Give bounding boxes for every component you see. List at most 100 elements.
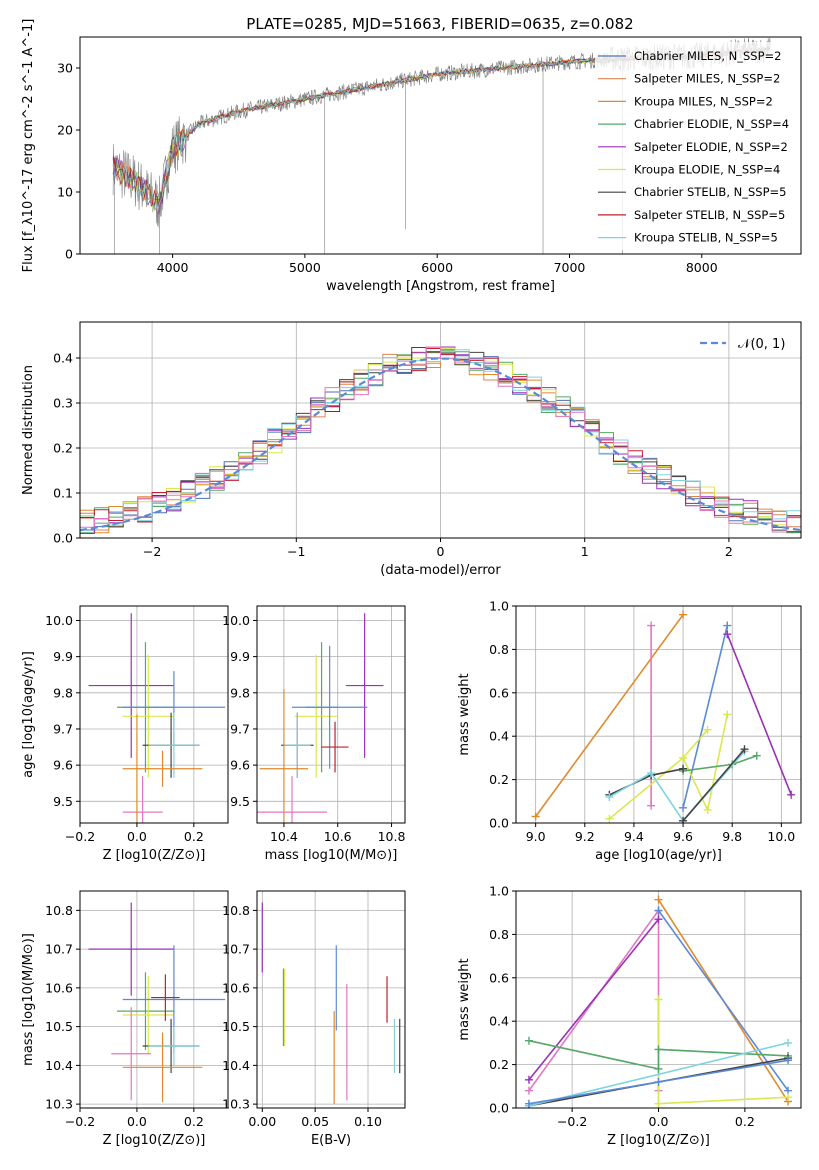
mass-weight-line: [682, 729, 709, 759]
x-tick-label: 6000: [421, 260, 453, 275]
error-bar-point: [88, 613, 174, 758]
plot-area: [88, 902, 226, 1103]
y-tick-label: 10.8: [45, 903, 73, 918]
x-tick-label: −0.2: [557, 1114, 587, 1129]
plot-area: [524, 895, 793, 1108]
mass-weight-line: [528, 1039, 789, 1070]
plus-marker: [679, 610, 688, 619]
y-tick-label: 10.8: [222, 903, 250, 918]
x-tick-label: 0.0: [127, 829, 147, 844]
error-bar-point: [122, 775, 163, 823]
y-tick-label: 0.2: [53, 441, 73, 456]
plus-marker: [647, 621, 656, 630]
y-tick-label: 0.2: [489, 1057, 509, 1072]
y-tick-label: 9.9: [230, 649, 250, 664]
legend-entry: 𝒩(0, 1): [738, 337, 785, 352]
x-tick-label: 4000: [157, 260, 189, 275]
y-axis-label: Flux [f_λ10^-17 erg cm^-2 s^-1 A^-1]: [21, 19, 36, 273]
y-tick-label: 9.7: [230, 721, 250, 736]
x-tick-label: 9.2: [575, 829, 595, 844]
y-tick-label: 0.4: [53, 351, 73, 366]
legend-entry: Kroupa STELIB, N_SSP=5: [634, 231, 778, 245]
plus-marker: [784, 1038, 793, 1047]
x-tick-label: 0.00: [248, 1114, 276, 1129]
axes-frame: [79, 605, 229, 824]
x-tick-label: 5000: [289, 260, 321, 275]
error-bar-point: [148, 1026, 200, 1066]
panel-weight_vs_age: 9.0 9.2 9.4 9.6 9.8 10.0 0.0 0.2 0.4 0.6 0.8 1.0 age…: [457, 599, 802, 863]
y-tick-label: 9.6: [53, 758, 73, 773]
axes-frame: [256, 890, 406, 1109]
plus-marker: [654, 895, 663, 904]
mass-weight-line: [726, 633, 792, 796]
y-tick-label: 0: [65, 247, 73, 262]
y-tick-label: 0.1: [53, 486, 73, 501]
y-tick-label: 10.4: [45, 1058, 73, 1073]
x-tick-label: 9.8: [722, 829, 742, 844]
axes-frame: [79, 36, 802, 255]
error-bar-point: [257, 775, 327, 823]
mass-weight-line: [528, 918, 660, 1081]
error-bar-point: [345, 613, 384, 758]
chart-title: PLATE=0285, MJD=51663, FIBERID=0635, z=0…: [246, 15, 633, 33]
y-tick-label: 10.0: [222, 613, 250, 628]
axes-frame: [79, 890, 229, 1109]
y-tick-label: 30: [57, 61, 73, 76]
error-bar-point: [111, 1007, 152, 1101]
plus-marker: [654, 915, 663, 924]
mass-weight-line: [657, 910, 789, 1092]
legend-entry: Kroupa MILES, N_SSP=2: [634, 94, 773, 108]
plus-marker: [703, 805, 712, 814]
y-tick-label: 10.5: [45, 1019, 73, 1034]
x-tick-label: 0.0: [649, 1114, 669, 1129]
mass-weight-line: [535, 614, 684, 817]
y-axis-label: Normed distribution: [21, 365, 36, 495]
plus-marker: [679, 764, 688, 773]
plus-marker: [654, 1064, 663, 1073]
axes-frame: [515, 890, 802, 1109]
y-tick-label: 1.0: [489, 884, 509, 899]
legend: Chabrier MILES, N_SSP=2 Salpeter MILES, N…: [595, 42, 798, 250]
x-axis-label: Z [log10(Z/Z⊙)]: [103, 1133, 206, 1148]
legend-entry: Salpeter STELIB, N_SSP=5: [634, 208, 785, 222]
y-tick-label: 10.3: [222, 1097, 250, 1112]
y-tick-label: 0.4: [489, 729, 509, 744]
plus-marker: [787, 790, 796, 799]
mass-weight-line: [658, 1096, 789, 1105]
legend-box: [595, 42, 798, 250]
y-tick-label: 10.7: [45, 942, 73, 957]
plus-marker: [647, 801, 656, 810]
y-tick-label: 0.4: [489, 1014, 509, 1029]
plus-marker: [654, 1045, 663, 1054]
plus-marker: [740, 745, 749, 754]
plus-marker: [654, 995, 663, 1004]
mass-weight-line: [528, 1042, 789, 1107]
x-tick-label: −1: [287, 544, 305, 559]
panel-spectrum: 4000 5000 6000 7000 8000 0 10 20 30 wavelength [A…: [21, 15, 802, 294]
y-tick-label: 20: [57, 123, 73, 138]
y-tick-label: 10.3: [45, 1097, 73, 1112]
plot-area: [261, 902, 401, 1105]
legend: 𝒩(0, 1): [700, 337, 785, 352]
y-tick-label: 9.7: [53, 721, 73, 736]
plus-marker: [524, 1036, 533, 1045]
plus-marker: [654, 906, 663, 915]
x-tick-label: 0.0: [127, 1114, 147, 1129]
y-tick-label: 10.7: [222, 942, 250, 957]
x-axis-label: (data-model)/error: [380, 563, 501, 578]
x-tick-label: 2: [725, 544, 733, 559]
x-axis-label: Z [log10(Z/Z⊙)]: [607, 1133, 710, 1148]
y-tick-label: 0.0: [489, 816, 509, 831]
y-tick-label: 9.5: [53, 794, 73, 809]
x-tick-label: 0.2: [184, 1114, 204, 1129]
y-axis-label: mass weight: [457, 673, 472, 755]
x-axis-label: mass [log10(M/M⊙)]: [265, 848, 398, 863]
error-bar-point: [117, 972, 174, 1050]
y-tick-label: 0.3: [53, 396, 73, 411]
y-tick-label: 9.8: [53, 685, 73, 700]
y-tick-label: 1.0: [489, 599, 509, 614]
x-axis-label: E(B-V): [311, 1133, 351, 1148]
plus-marker: [654, 1099, 663, 1108]
y-tick-label: 0.2: [489, 772, 509, 787]
